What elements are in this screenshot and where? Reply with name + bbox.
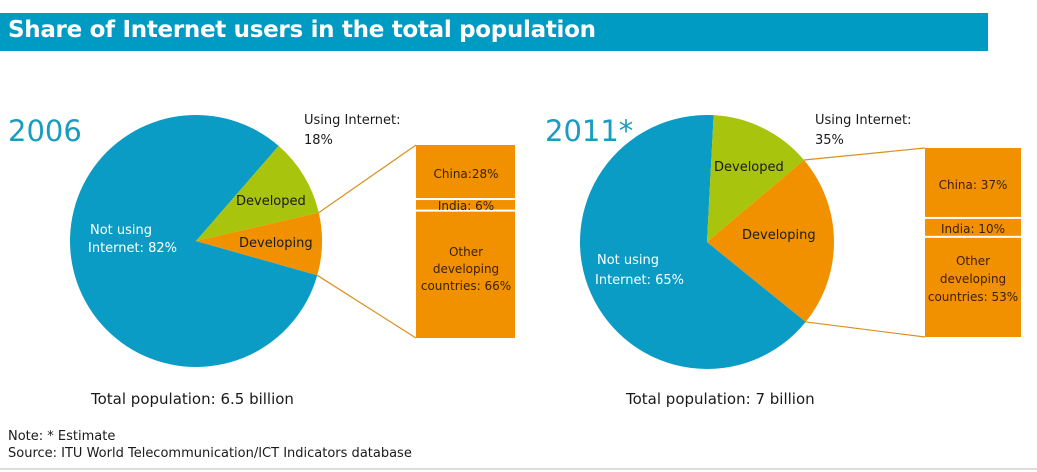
label-developing: Developing — [742, 228, 816, 243]
label-developing: Developing — [239, 236, 313, 251]
label-developed: Developed — [236, 194, 306, 209]
pie-title: 2011* — [545, 114, 633, 148]
bar-segment-other — [925, 237, 1021, 337]
label-using-internet-line2: 18% — [304, 133, 333, 148]
footnote-source: Source: ITU World Telecommunication/ICT … — [8, 446, 412, 461]
bar-label-other-line1: Other — [449, 245, 483, 259]
bar-label-india: India: 10% — [941, 222, 1005, 236]
connector-line-bottom — [805, 321, 926, 338]
bar-label-china: China: 37% — [939, 178, 1008, 192]
bar-label-other-line2: developing — [433, 262, 499, 276]
slice-developing — [707, 160, 834, 322]
bar-label-other-line3: countries: 53% — [928, 290, 1018, 304]
bar-label-china: China:28% — [434, 167, 499, 181]
bar-label-india: India: 6% — [438, 199, 494, 213]
label-not-using-line2: Internet: 65% — [595, 273, 684, 288]
slice-developing — [196, 212, 323, 276]
label-using-internet-line2: 35% — [815, 133, 844, 148]
connector-line-bottom — [316, 274, 417, 339]
bar-segment-india — [925, 218, 1021, 236]
label-developed: Developed — [714, 160, 784, 175]
connector-line-top — [318, 144, 417, 214]
slice-not-using — [579, 114, 806, 369]
bar-segment-china — [416, 145, 515, 199]
bar-segment-china — [925, 148, 1021, 217]
bar-label-other-line2: developing — [940, 272, 1006, 286]
total-population-label: Total population: 7 billion — [625, 390, 815, 408]
pie-title: 2006 — [8, 114, 82, 148]
bar-segment-other — [416, 211, 515, 338]
bottom-divider — [0, 468, 1037, 470]
slice-developed — [707, 115, 805, 242]
label-not-using-line1: Not using — [597, 253, 659, 268]
slice-not-using — [70, 114, 318, 367]
label-not-using-line2: Internet: 82% — [88, 241, 177, 256]
footnote-estimate: Note: * Estimate — [8, 429, 116, 444]
label-using-internet-line1: Using Internet: — [815, 113, 912, 128]
panel-2011: 2011* Not using Internet: 65% Developed … — [545, 113, 1021, 408]
bar-label-other-line3: countries: 66% — [421, 279, 511, 293]
bar-label-other-line1: Other — [956, 254, 990, 268]
panel-2006: 2006 Not using Internet: 82% Developed D… — [8, 113, 515, 408]
total-population-label: Total population: 6.5 billion — [90, 390, 294, 408]
connector-line-top — [803, 147, 926, 161]
chart-title: Share of Internet users in the total pop… — [8, 17, 596, 43]
label-using-internet-line1: Using Internet: — [304, 113, 401, 128]
label-not-using-line1: Not using — [90, 223, 152, 238]
title-bar: Share of Internet users in the total pop… — [0, 13, 988, 51]
bar-segment-india — [416, 200, 515, 210]
slice-developed — [196, 145, 319, 241]
